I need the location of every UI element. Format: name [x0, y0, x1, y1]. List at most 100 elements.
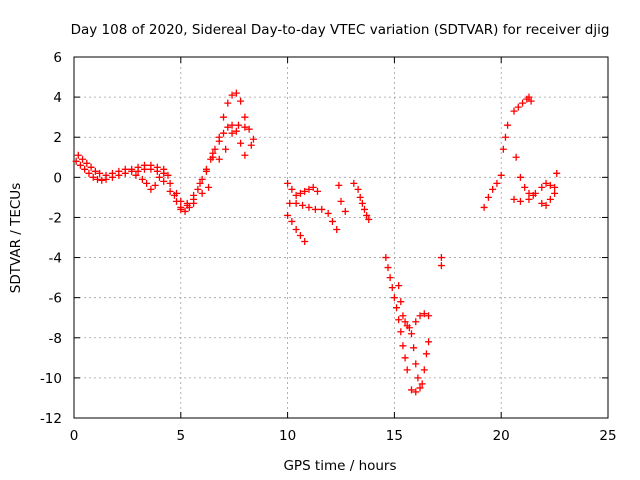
data-point-marker — [333, 225, 341, 233]
data-point-marker — [386, 274, 394, 282]
data-point-marker — [85, 169, 93, 177]
data-point-marker — [183, 201, 191, 209]
data-point-marker — [102, 171, 110, 179]
data-point-marker — [420, 310, 428, 318]
data-point-marker — [83, 159, 91, 167]
axis-ticks: 0 5 10 15 20 25 -12 -10 -8 -6 -4 -2 0 2 4 6 — [40, 50, 617, 444]
data-point-marker — [228, 121, 236, 129]
data-point-marker — [72, 157, 80, 165]
data-point-marker — [228, 129, 236, 137]
data-point-marker — [309, 183, 317, 191]
data-point-marker — [493, 179, 501, 187]
data-point-marker — [538, 183, 546, 191]
x-tick-label: 25 — [599, 428, 616, 444]
data-point-marker — [166, 187, 174, 195]
x-tick-label: 5 — [177, 428, 186, 444]
data-point-marker — [405, 324, 413, 332]
data-point-marker — [401, 354, 409, 362]
data-point-marker — [153, 163, 161, 171]
data-point-marker — [489, 185, 497, 193]
grid-lines — [74, 57, 608, 418]
y-tick-label: 6 — [53, 50, 62, 66]
data-point-marker — [341, 207, 349, 215]
data-point-marker — [538, 199, 546, 207]
data-point-marker — [412, 360, 420, 368]
data-point-marker — [512, 153, 520, 161]
data-point-marker — [521, 183, 529, 191]
data-point-marker — [284, 211, 292, 219]
data-point-marker — [350, 179, 358, 187]
data-point-marker — [132, 171, 140, 179]
data-point-marker — [551, 183, 559, 191]
data-point-marker — [79, 155, 87, 163]
data-point-marker — [324, 209, 332, 217]
x-tick-label: 20 — [493, 428, 510, 444]
series-group — [284, 179, 373, 246]
data-point-marker — [399, 342, 407, 350]
data-point-marker — [403, 366, 411, 374]
data-point-marker — [292, 191, 300, 199]
data-point-marker — [425, 312, 433, 320]
chart-title: Day 108 of 2020, Sidereal Day-to-day VTE… — [71, 22, 610, 38]
data-point-marker — [241, 151, 249, 159]
data-point-marker — [437, 262, 445, 270]
data-point-marker — [335, 181, 343, 189]
data-point-marker — [220, 113, 228, 121]
y-tick-label: 4 — [53, 90, 62, 106]
data-point-marker — [360, 205, 368, 213]
data-point-marker — [384, 264, 392, 272]
data-point-marker — [542, 201, 550, 209]
data-point-marker — [91, 167, 99, 175]
data-point-marker — [143, 179, 151, 187]
y-tick-label: 2 — [53, 130, 62, 146]
data-point-marker — [542, 179, 550, 187]
y-tick-label: -8 — [49, 331, 62, 347]
data-point-marker — [98, 176, 106, 184]
data-point-marker — [484, 193, 492, 201]
data-point-marker — [412, 388, 420, 396]
data-point-marker — [232, 127, 240, 135]
data-point-marker — [74, 151, 82, 159]
data-markers — [72, 89, 561, 396]
data-point-marker — [425, 338, 433, 346]
data-point-marker — [292, 225, 300, 233]
data-point-marker — [546, 181, 554, 189]
data-point-marker — [354, 185, 362, 193]
x-tick-label: 15 — [386, 428, 403, 444]
data-point-marker — [232, 89, 240, 97]
data-point-marker — [510, 195, 518, 203]
data-point-marker — [147, 185, 155, 193]
data-point-marker — [358, 199, 366, 207]
data-point-marker — [301, 187, 309, 195]
data-point-marker — [301, 238, 309, 246]
data-point-marker — [328, 217, 336, 225]
data-point-marker — [215, 155, 223, 163]
data-point-marker — [510, 107, 518, 115]
data-point-marker — [531, 189, 539, 197]
data-point-marker — [81, 165, 89, 173]
data-point-marker — [514, 103, 522, 111]
data-point-marker — [395, 282, 403, 290]
data-point-marker — [138, 175, 146, 183]
data-point-marker — [499, 145, 507, 153]
data-point-marker — [76, 161, 84, 169]
data-point-marker — [292, 199, 300, 207]
data-point-marker — [296, 189, 304, 197]
data-point-marker — [194, 185, 202, 193]
data-point-marker — [318, 205, 326, 213]
data-point-marker — [401, 318, 409, 326]
data-point-marker — [160, 177, 168, 185]
x-tick-label: 0 — [70, 428, 79, 444]
data-point-marker — [87, 163, 95, 171]
data-point-marker — [222, 145, 230, 153]
data-point-marker — [337, 197, 345, 205]
data-point-marker — [480, 203, 488, 211]
y-tick-label: -4 — [49, 251, 62, 267]
data-point-marker — [407, 386, 415, 394]
data-point-marker — [288, 185, 296, 193]
series-group — [72, 121, 249, 215]
data-point-marker — [247, 141, 255, 149]
data-point-marker — [437, 254, 445, 262]
data-point-marker — [407, 330, 415, 338]
data-point-marker — [410, 344, 418, 352]
